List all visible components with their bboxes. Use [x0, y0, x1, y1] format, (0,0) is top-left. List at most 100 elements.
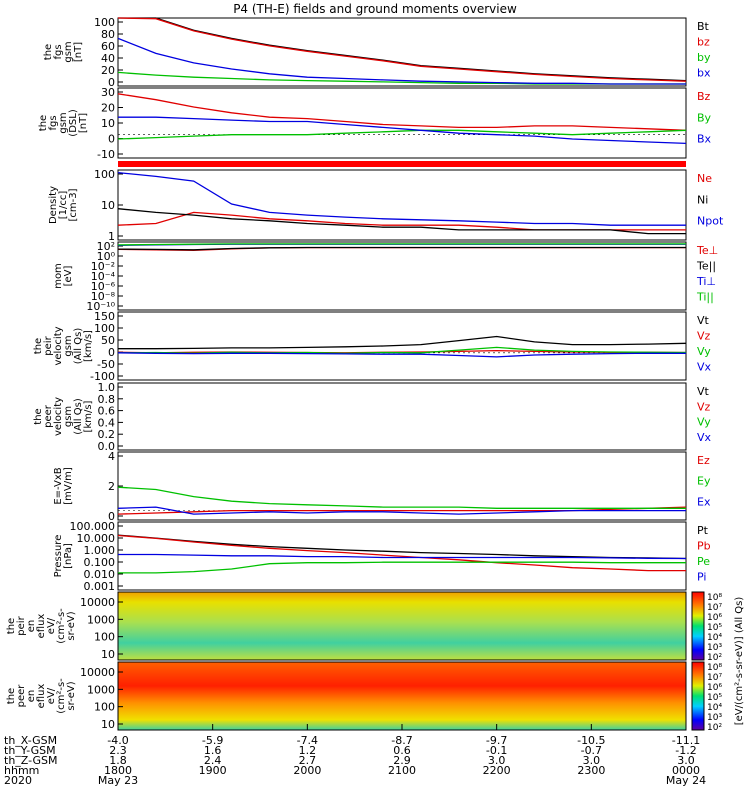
ytick-label: 100 [94, 701, 115, 714]
ytick-label: 0.6 [98, 405, 116, 418]
series-Vx [117, 352, 686, 358]
ylabel-line: eV/ [46, 687, 57, 704]
ytick-label: 10 [101, 648, 115, 661]
legend-Vx: Vx [697, 431, 712, 444]
panel-frame [117, 241, 687, 311]
ylabel-line: the [43, 44, 54, 60]
legend-Vt: Vt [697, 385, 710, 398]
ylabel-line: the [6, 618, 17, 634]
colorbar-tick: 10⁸ [707, 593, 722, 603]
ytick-label: 10⁰ [97, 250, 116, 263]
ylabel-line: gsm [63, 406, 74, 427]
ytick-label: 10 [101, 718, 115, 731]
ylabel-line: [nT] [78, 113, 89, 133]
series-Vy [117, 346, 687, 354]
colorbar [691, 661, 705, 731]
panel-frame [117, 87, 687, 159]
ytick-label: 10.000 [77, 532, 116, 545]
panel-frame [117, 382, 687, 451]
xtick-label: -8.7 [391, 734, 412, 747]
xtick-label: May 24 [666, 774, 706, 787]
ylabel-line: the [33, 408, 44, 424]
colorbar-tick: 10³ [707, 643, 722, 653]
legend-By: By [697, 111, 712, 124]
ytick-label: 150 [94, 310, 115, 323]
ytick-label: -100 [90, 370, 115, 383]
ylabel-line: peer [16, 684, 27, 708]
ytick-label: 10⁻⁸ [91, 290, 116, 303]
ytick-label: 0 [108, 133, 115, 146]
xtick-label: 2100 [388, 764, 416, 777]
xtick-label: 2200 [483, 764, 511, 777]
ylabel-line: the [6, 688, 17, 704]
panel-frame [117, 17, 687, 87]
ylabel-line: sr-eV) [66, 681, 77, 710]
xaxis-row-label: th_Z-GSM [4, 754, 58, 767]
series-Pi [118, 553, 687, 560]
panel-fgs_dsl: 30 20 10 0 -10 the fgs gsm (DSL) [nT] Bz By Bx [38, 86, 712, 161]
ytick-label: 10⁻⁴ [91, 270, 116, 283]
ylabel-line: mom [53, 263, 64, 289]
ylabel-line: eflux [36, 614, 47, 639]
ytick-label: 80 [101, 28, 115, 41]
series-Ni [117, 208, 686, 235]
ytick-label: 10⁻² [91, 260, 115, 273]
ylabel: the peir en eflux eV/(cm²-s-sr-eV) [6, 608, 77, 644]
ytick-label: 0 [108, 510, 115, 523]
legend-Bz: Bz [697, 90, 711, 103]
ylabel-line: (cm²-s- [56, 608, 67, 644]
ytick-label: 60 [101, 40, 115, 53]
ylabel-line: [eV] [63, 266, 74, 287]
legend-Vz: Vz [697, 330, 711, 343]
ylabel-line: gsm [63, 335, 74, 356]
legend-Vz: Vz [697, 400, 711, 413]
series-Ex [117, 506, 686, 515]
xtick-label: -1.2 [675, 744, 696, 757]
ytick-label: 1.000 [84, 544, 116, 557]
ylabel-line: en [26, 690, 37, 703]
xtick-label: 2.9 [393, 754, 411, 767]
ytick-label: 10000 [80, 666, 115, 679]
panel-efield: 4 2 0 E=-VxB [mV/m] Ez Ey Ex [53, 450, 711, 523]
ytick-label: 0.0 [98, 440, 116, 453]
ylabel-line: fgs [48, 115, 59, 130]
panel-electron_velocity: 1.00.80.60.40.20.0 the peer velocity gsm (All… [33, 381, 712, 453]
legend-Npot: Npot [697, 215, 724, 228]
legend-Ti⊥: Ti⊥ [696, 275, 716, 288]
xtick-label: -10.5 [577, 734, 605, 747]
colorbar-tick: 10⁷ [707, 603, 722, 613]
ytick-label: 100 [94, 322, 115, 335]
ylabel-line: (All Qs) [73, 328, 84, 365]
ytick-label: 0.100 [84, 556, 116, 569]
xtick-label: 2.4 [204, 754, 222, 767]
legend-Te||: Te|| [696, 260, 716, 273]
ylabel-line: gsm [58, 112, 69, 133]
ylabel: the peer velocity gsm (All Qs) [km/s] [33, 397, 94, 436]
legend-Ti||: Ti|| [696, 291, 714, 304]
xtick-label: 0.6 [393, 744, 411, 757]
ytick-label: 1 [108, 230, 115, 243]
ylabel-line: Density [48, 186, 59, 224]
ytick-label: 4 [108, 450, 115, 463]
xtick-label: -0.1 [486, 744, 507, 757]
spectrogram-electron_spectrogram: 10000 1000 100 10 the peer en eflux eV/(cm²-s-sr… [6, 661, 722, 733]
xtick-label: -9.7 [486, 734, 507, 747]
colorbar-tick: 10² [707, 653, 722, 663]
xtick-label: -11.1 [672, 734, 700, 747]
ylabel-line: [nT] [73, 42, 84, 62]
ytick-label: 100 [94, 16, 115, 29]
ytick-label: 0 [108, 346, 115, 359]
legend-Pb: Pb [697, 540, 711, 553]
legend-Vt: Vt [697, 314, 710, 327]
ytick-label: 10⁻⁶ [91, 280, 116, 293]
legend-Te⊥: Te⊥ [696, 244, 718, 257]
ylabel-line: peir [16, 615, 27, 635]
ytick-label: 0.001 [84, 580, 116, 593]
ylabel-line: en [26, 620, 37, 633]
colorbar [691, 591, 705, 661]
ytick-label: 10000 [80, 596, 115, 609]
ylabel-line: the [38, 115, 49, 131]
xtick-label: 2000 [293, 764, 321, 777]
